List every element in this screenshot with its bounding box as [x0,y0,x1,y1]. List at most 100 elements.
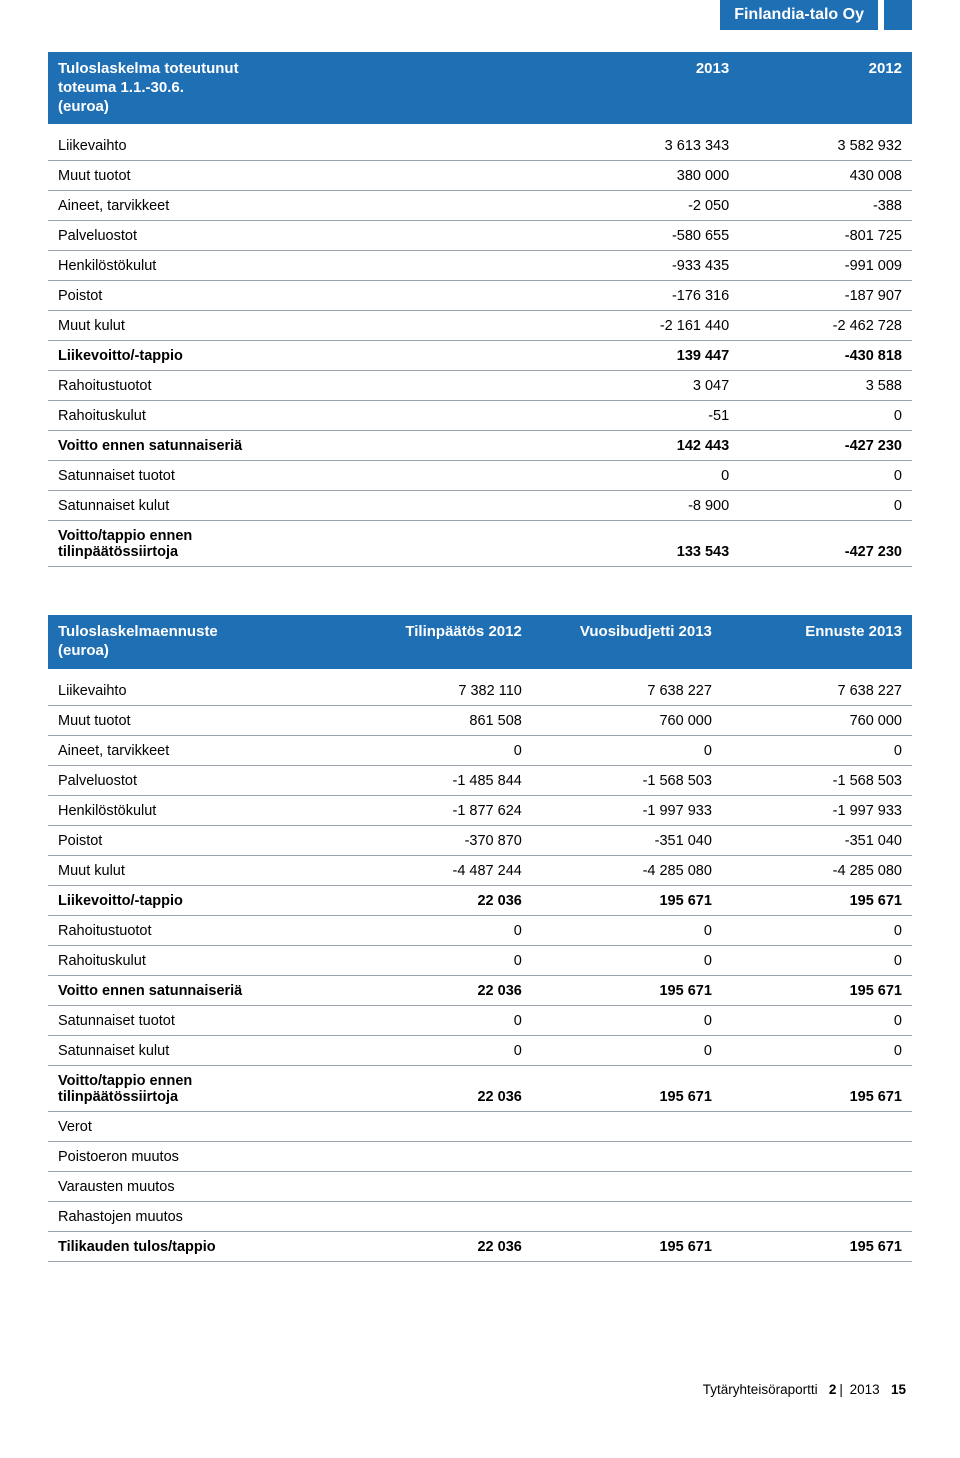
row-value [342,1171,532,1201]
row-value: 195 671 [532,885,722,915]
row-value: -370 870 [342,825,532,855]
row-value: 3 047 [566,371,739,401]
table-row: Aineet, tarvikkeet000 [48,735,912,765]
row-value: 0 [722,915,912,945]
row-value: 3 582 932 [739,124,912,161]
row-value: -187 907 [739,281,912,311]
row-label: Palveluostot [48,765,342,795]
table-row: Voitto/tappio ennentilinpäätössiirtoja13… [48,521,912,567]
page-footer: Tytäryhteisöraportti 2| 2013 15 [48,1382,912,1397]
row-value: 142 443 [566,431,739,461]
table-title: Tuloslaskelma toteutunuttoteuma 1.1.-30.… [48,52,566,124]
table-row: Rahoitustuotot000 [48,915,912,945]
row-value: -430 818 [739,341,912,371]
row-value: 0 [722,1035,912,1065]
table-row: Rahoitustuotot3 0473 588 [48,371,912,401]
row-value: -1 568 503 [722,765,912,795]
row-label: Henkilöstökulut [48,795,342,825]
table-row: Muut kulut-4 487 244-4 285 080-4 285 080 [48,855,912,885]
table-row: Palveluostot-580 655-801 725 [48,221,912,251]
row-value [722,1171,912,1201]
row-value [532,1111,722,1141]
table-title: Tuloslaskelmaennuste(euroa) [48,615,342,669]
table-row: Liikevoitto/-tappio22 036195 671195 671 [48,885,912,915]
row-label: Aineet, tarvikkeet [48,735,342,765]
footer-issue: 2 [829,1382,837,1397]
row-value: 195 671 [722,975,912,1005]
row-label: Henkilöstökulut [48,251,566,281]
row-value: 0 [342,1035,532,1065]
row-value: 861 508 [342,705,532,735]
row-label: Liikevoitto/-tappio [48,341,566,371]
table-row: Muut tuotot861 508760 000760 000 [48,705,912,735]
table-row: Poistoeron muutos [48,1141,912,1171]
row-value: 0 [566,461,739,491]
row-label: Liikevaihto [48,124,566,161]
row-value: 22 036 [342,1231,532,1261]
table-row: Satunnaiset kulut-8 9000 [48,491,912,521]
table2-header: Tuloslaskelmaennuste(euroa)Tilinpäätös 2… [48,615,912,669]
row-label: Voitto ennen satunnaiseriä [48,975,342,1005]
row-label: Satunnaiset tuotot [48,1005,342,1035]
page: Finlandia-talo Oy Tuloslaskelma toteutun… [0,0,960,1437]
row-value: -1 997 933 [532,795,722,825]
row-label: Palveluostot [48,221,566,251]
table1: Liikevaihto3 613 3433 582 932Muut tuotot… [48,124,912,567]
table-row: Liikevaihto7 382 1107 638 2277 638 227 [48,669,912,706]
row-value: -580 655 [566,221,739,251]
row-value: 430 008 [739,161,912,191]
table-row: Voitto/tappio ennentilinpäätössiirtoja22… [48,1065,912,1111]
row-value: -2 161 440 [566,311,739,341]
company-header: Finlandia-talo Oy [48,0,912,30]
row-value: 0 [532,735,722,765]
table-row: Rahoituskulut000 [48,945,912,975]
row-value: -176 316 [566,281,739,311]
row-value: 0 [722,1005,912,1035]
footer-sep: | [839,1382,843,1397]
row-value: 3 613 343 [566,124,739,161]
table-row: Poistot-370 870-351 040-351 040 [48,825,912,855]
row-label: Aineet, tarvikkeet [48,191,566,221]
column-header: 2013 [566,52,739,124]
row-label: Verot [48,1111,342,1141]
row-value: 760 000 [722,705,912,735]
table-row: Liikevoitto/-tappio139 447-430 818 [48,341,912,371]
row-value [342,1201,532,1231]
row-label: Tilikauden tulos/tappio [48,1231,342,1261]
row-value: 0 [532,1005,722,1035]
table-row: Voitto ennen satunnaiseriä22 036195 6711… [48,975,912,1005]
company-name: Finlandia-talo Oy [720,0,878,30]
row-value: -388 [739,191,912,221]
row-value: 0 [722,735,912,765]
column-header: Tilinpäätös 2012 [342,615,532,669]
row-label: Poistoeron muutos [48,1141,342,1171]
row-value: -991 009 [739,251,912,281]
row-value: 7 638 227 [722,669,912,706]
income-statement-actual: Tuloslaskelma toteutunuttoteuma 1.1.-30.… [48,52,912,567]
row-value: 195 671 [532,1065,722,1111]
row-value: -2 462 728 [739,311,912,341]
row-value: -427 230 [739,431,912,461]
row-label: Poistot [48,825,342,855]
row-value: 195 671 [722,885,912,915]
row-value: -1 877 624 [342,795,532,825]
row-label: Liikevoitto/-tappio [48,885,342,915]
row-value: 0 [739,461,912,491]
row-value: 133 543 [566,521,739,567]
row-value: 22 036 [342,885,532,915]
row-value: 0 [739,491,912,521]
table-row: Poistot-176 316-187 907 [48,281,912,311]
row-label: Satunnaiset kulut [48,1035,342,1065]
row-label: Rahoitustuotot [48,915,342,945]
row-value: -933 435 [566,251,739,281]
row-value: -427 230 [739,521,912,567]
row-value: 139 447 [566,341,739,371]
row-label: Rahastojen muutos [48,1201,342,1231]
row-value [532,1201,722,1231]
table-row: Satunnaiset tuotot000 [48,1005,912,1035]
income-statement-forecast: Tuloslaskelmaennuste(euroa)Tilinpäätös 2… [48,615,912,1262]
table-row: Rahastojen muutos [48,1201,912,1231]
table-row: Henkilöstökulut-933 435-991 009 [48,251,912,281]
row-value: 0 [342,1005,532,1035]
row-label: Voitto ennen satunnaiseriä [48,431,566,461]
